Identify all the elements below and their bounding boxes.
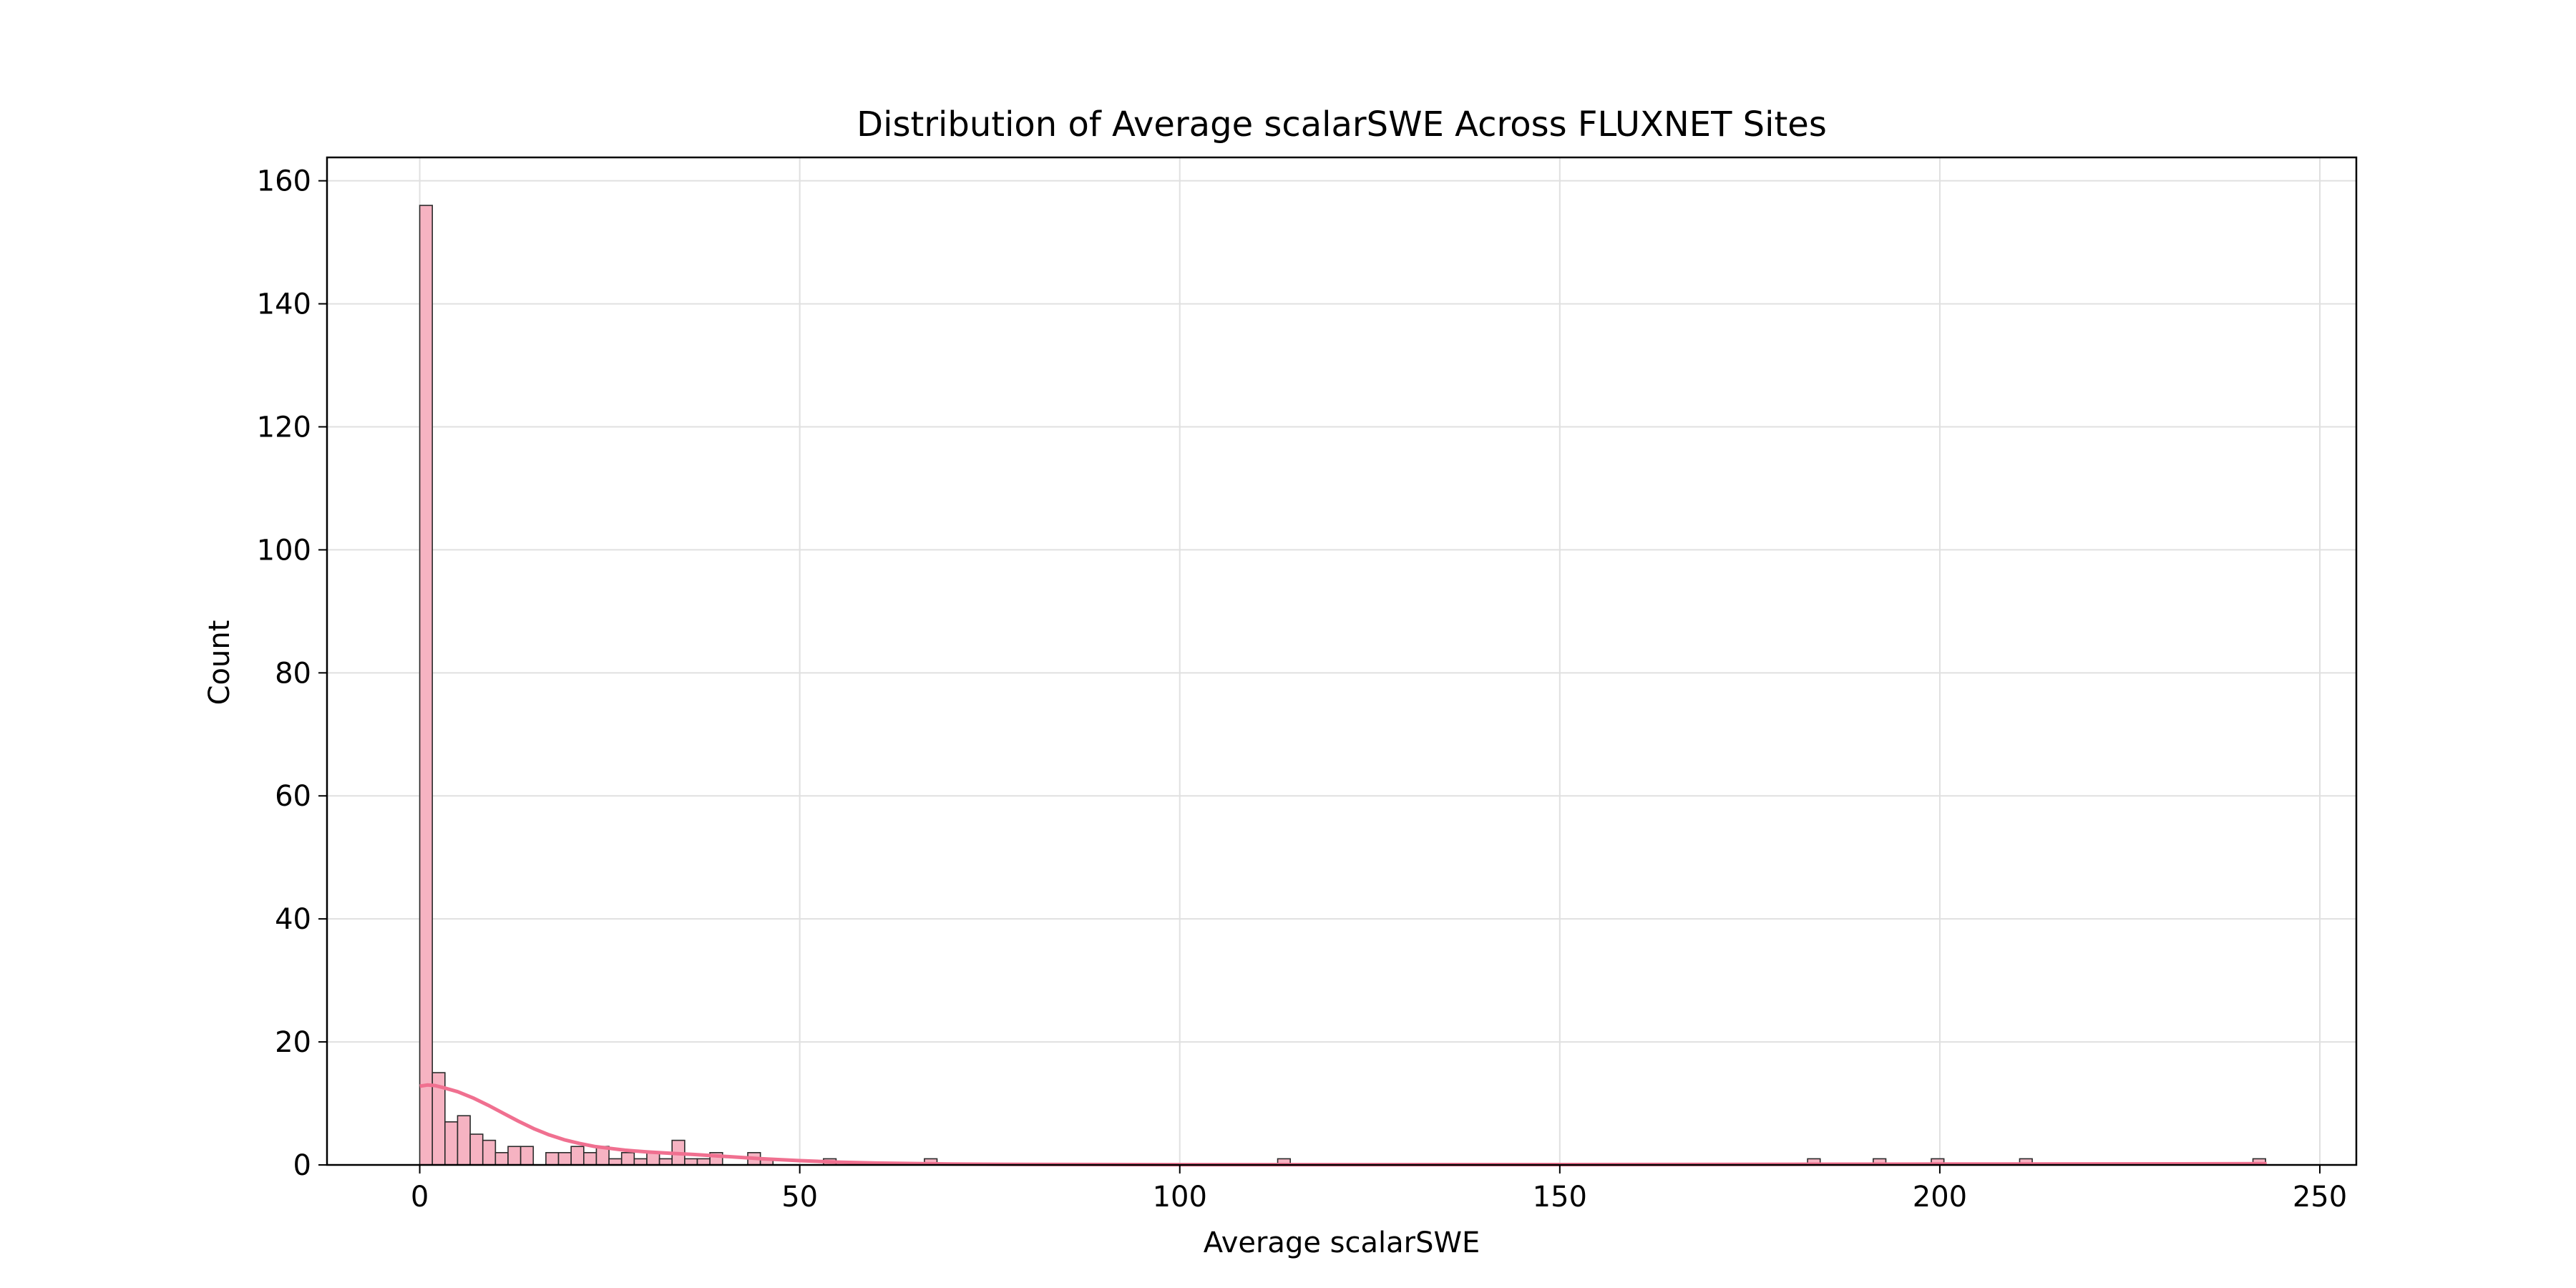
y-tick-label: 120 <box>257 411 311 444</box>
histogram-bar <box>696 1158 711 1166</box>
x-tick-label: 100 <box>1153 1181 1207 1214</box>
histogram-bar <box>507 1146 522 1166</box>
y-tick-label: 60 <box>275 780 311 813</box>
histogram-bar <box>646 1152 660 1166</box>
y-tick-label: 100 <box>257 534 311 567</box>
histogram-bar <box>469 1133 484 1166</box>
histogram-bar <box>444 1121 459 1166</box>
histogram-bar <box>494 1152 509 1166</box>
histogram-bar <box>658 1158 673 1166</box>
y-axis-label: Count <box>203 620 236 706</box>
x-tick-label: 150 <box>1533 1181 1587 1214</box>
histogram-bar <box>570 1146 585 1166</box>
histogram-bar <box>482 1139 497 1166</box>
x-axis-ticks: 0 50 100 150 200 250 <box>411 1165 2347 1214</box>
histogram-bar <box>557 1152 572 1166</box>
x-tick-label: 250 <box>2293 1181 2347 1214</box>
histogram-bar <box>457 1115 471 1166</box>
y-axis-ticks: 0 20 40 60 80 100 120 140 160 <box>257 165 327 1182</box>
grid-lines <box>327 157 2356 1166</box>
histogram-bar <box>608 1158 623 1166</box>
histogram-bar <box>583 1152 597 1166</box>
histogram-bar <box>419 205 434 1166</box>
x-tick-label: 50 <box>781 1181 818 1214</box>
y-tick-label: 160 <box>257 165 311 198</box>
y-tick-label: 0 <box>293 1149 311 1182</box>
y-tick-label: 80 <box>275 657 311 690</box>
chart-title: Distribution of Average scalarSWE Across… <box>857 104 1827 145</box>
plot-frame <box>326 156 2358 1166</box>
histogram-bars <box>419 205 2266 1166</box>
histogram-bar <box>620 1152 635 1166</box>
y-tick-label: 40 <box>275 903 311 936</box>
x-tick-label: 0 <box>411 1181 429 1214</box>
x-tick-label: 200 <box>1913 1181 1967 1214</box>
y-tick-label: 20 <box>275 1026 311 1059</box>
histogram-bar <box>545 1152 560 1166</box>
x-axis-label: Average scalarSWE <box>1204 1226 1480 1259</box>
histogram-bar <box>684 1158 698 1166</box>
y-tick-label: 140 <box>257 288 311 321</box>
histogram-bar <box>633 1158 648 1166</box>
histogram-bar <box>519 1146 535 1166</box>
